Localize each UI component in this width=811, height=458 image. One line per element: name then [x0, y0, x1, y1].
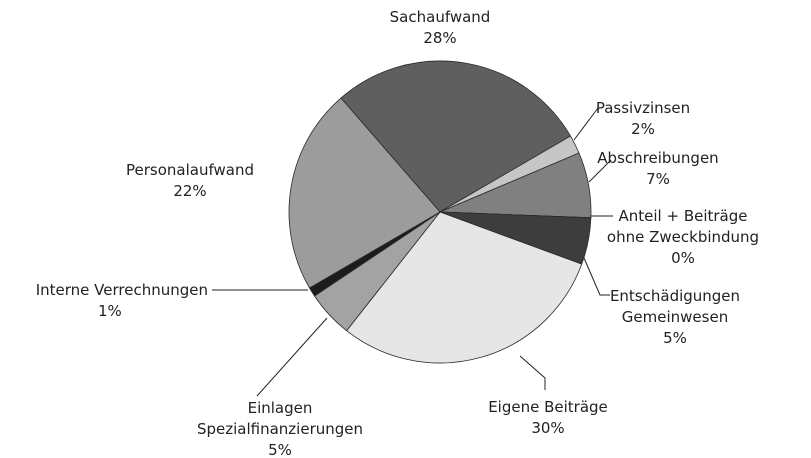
slice-label: Einlagen Spezialfinanzierungen 5%	[180, 398, 380, 458]
slice-label: Abschreibungen 7%	[588, 148, 728, 190]
category-name: Entschädigungen Gemeinwesen	[609, 287, 741, 326]
category-name: Sachaufwand	[389, 8, 491, 26]
slice-label: Eigene Beiträge 30%	[478, 397, 618, 439]
slice-label: Passivzinsen 2%	[583, 98, 703, 140]
leader-line	[256, 317, 328, 397]
pie-slice	[340, 60, 572, 213]
value-label: 5%	[663, 329, 687, 347]
category-name: Einlagen Spezialfinanzierungen	[196, 399, 364, 438]
slice-label: Sachaufwand 28%	[360, 7, 520, 49]
category-name: Personalaufwand	[126, 161, 254, 179]
value-label: 30%	[531, 419, 565, 437]
category-name: Eigene Beiträge	[488, 398, 608, 416]
slice-label: Anteil + Beiträge ohne Zweckbindung 0%	[598, 206, 768, 269]
value-label: 7%	[646, 170, 670, 188]
value-label: 5%	[268, 441, 292, 458]
leader-line	[583, 257, 610, 296]
category-name: Interne Verrechnungen	[35, 281, 208, 299]
leader-line	[573, 107, 599, 141]
pie-slice	[346, 211, 583, 364]
pie-slice	[288, 97, 441, 289]
value-label: 28%	[423, 29, 457, 47]
value-label: 1%	[98, 302, 122, 320]
category-name: Abschreibungen	[597, 149, 719, 167]
slice-label: Interne Verrechnungen 1%	[8, 280, 208, 322]
category-name: Anteil + Beiträge ohne Zweckbindung	[606, 207, 760, 246]
slice-label: Entschädigungen Gemeinwesen 5%	[600, 286, 750, 349]
slice-label: Personalaufwand 22%	[110, 160, 270, 202]
category-name: Passivzinsen	[595, 99, 691, 117]
leader-line	[519, 355, 546, 390]
value-label: 0%	[671, 249, 695, 267]
leader-line	[588, 159, 612, 183]
value-label: 2%	[631, 120, 655, 138]
value-label: 22%	[173, 182, 207, 200]
